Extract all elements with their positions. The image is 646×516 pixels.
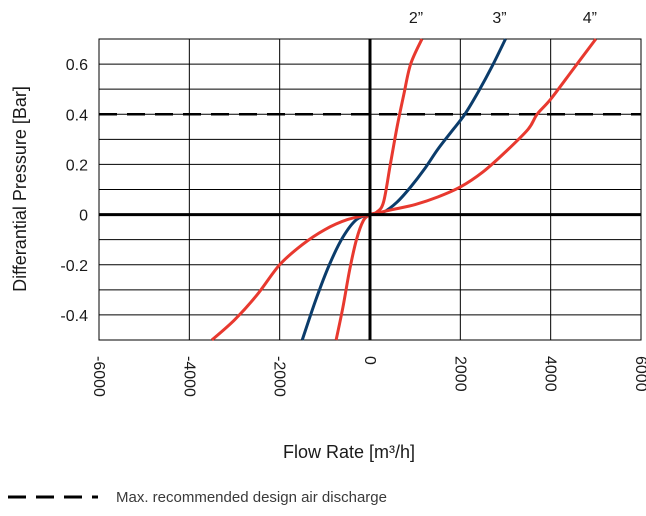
series-label-3-inch: 3” [492,10,506,27]
axes: -0.4 -0.2 0 0.2 0.4 0.6 -6000 -4000 -2000 0 2000 40… [60,39,646,397]
legend-label: Max. recommended design air discharge [116,489,387,506]
legend: Max. recommended design air discharge [8,489,387,506]
x-tick-label: 4000 [542,356,559,392]
series-label-4-inch: 4” [583,10,597,27]
y-tick-label: 0.4 [66,107,88,124]
y-tick-label: 0.2 [66,157,88,174]
series-line-4-inch [210,38,598,342]
labels: Flow Rate [m³/h] Differantial Pressure [… [10,86,415,462]
series-label-2-inch: 2” [409,10,423,27]
series-line-3-inch [300,38,507,341]
y-tick-label: -0.2 [60,258,88,275]
x-tick-label: 6000 [632,356,646,392]
series-layer: 2” 3” 4” [210,10,598,342]
x-tick-label: -4000 [180,356,197,397]
y-tick-label: -0.4 [60,308,88,325]
y-tick-label: 0.6 [66,57,88,74]
x-tick-label: -6000 [90,356,107,397]
x-axis-title: Flow Rate [m³/h] [283,442,415,462]
y-axis-title: Differantial Pressure [Bar] [10,86,30,292]
x-tick-label: -2000 [271,356,288,397]
y-tick-label: 0 [79,208,88,225]
x-tick-label: 2000 [451,356,468,392]
x-tick-label: 0 [361,356,378,365]
